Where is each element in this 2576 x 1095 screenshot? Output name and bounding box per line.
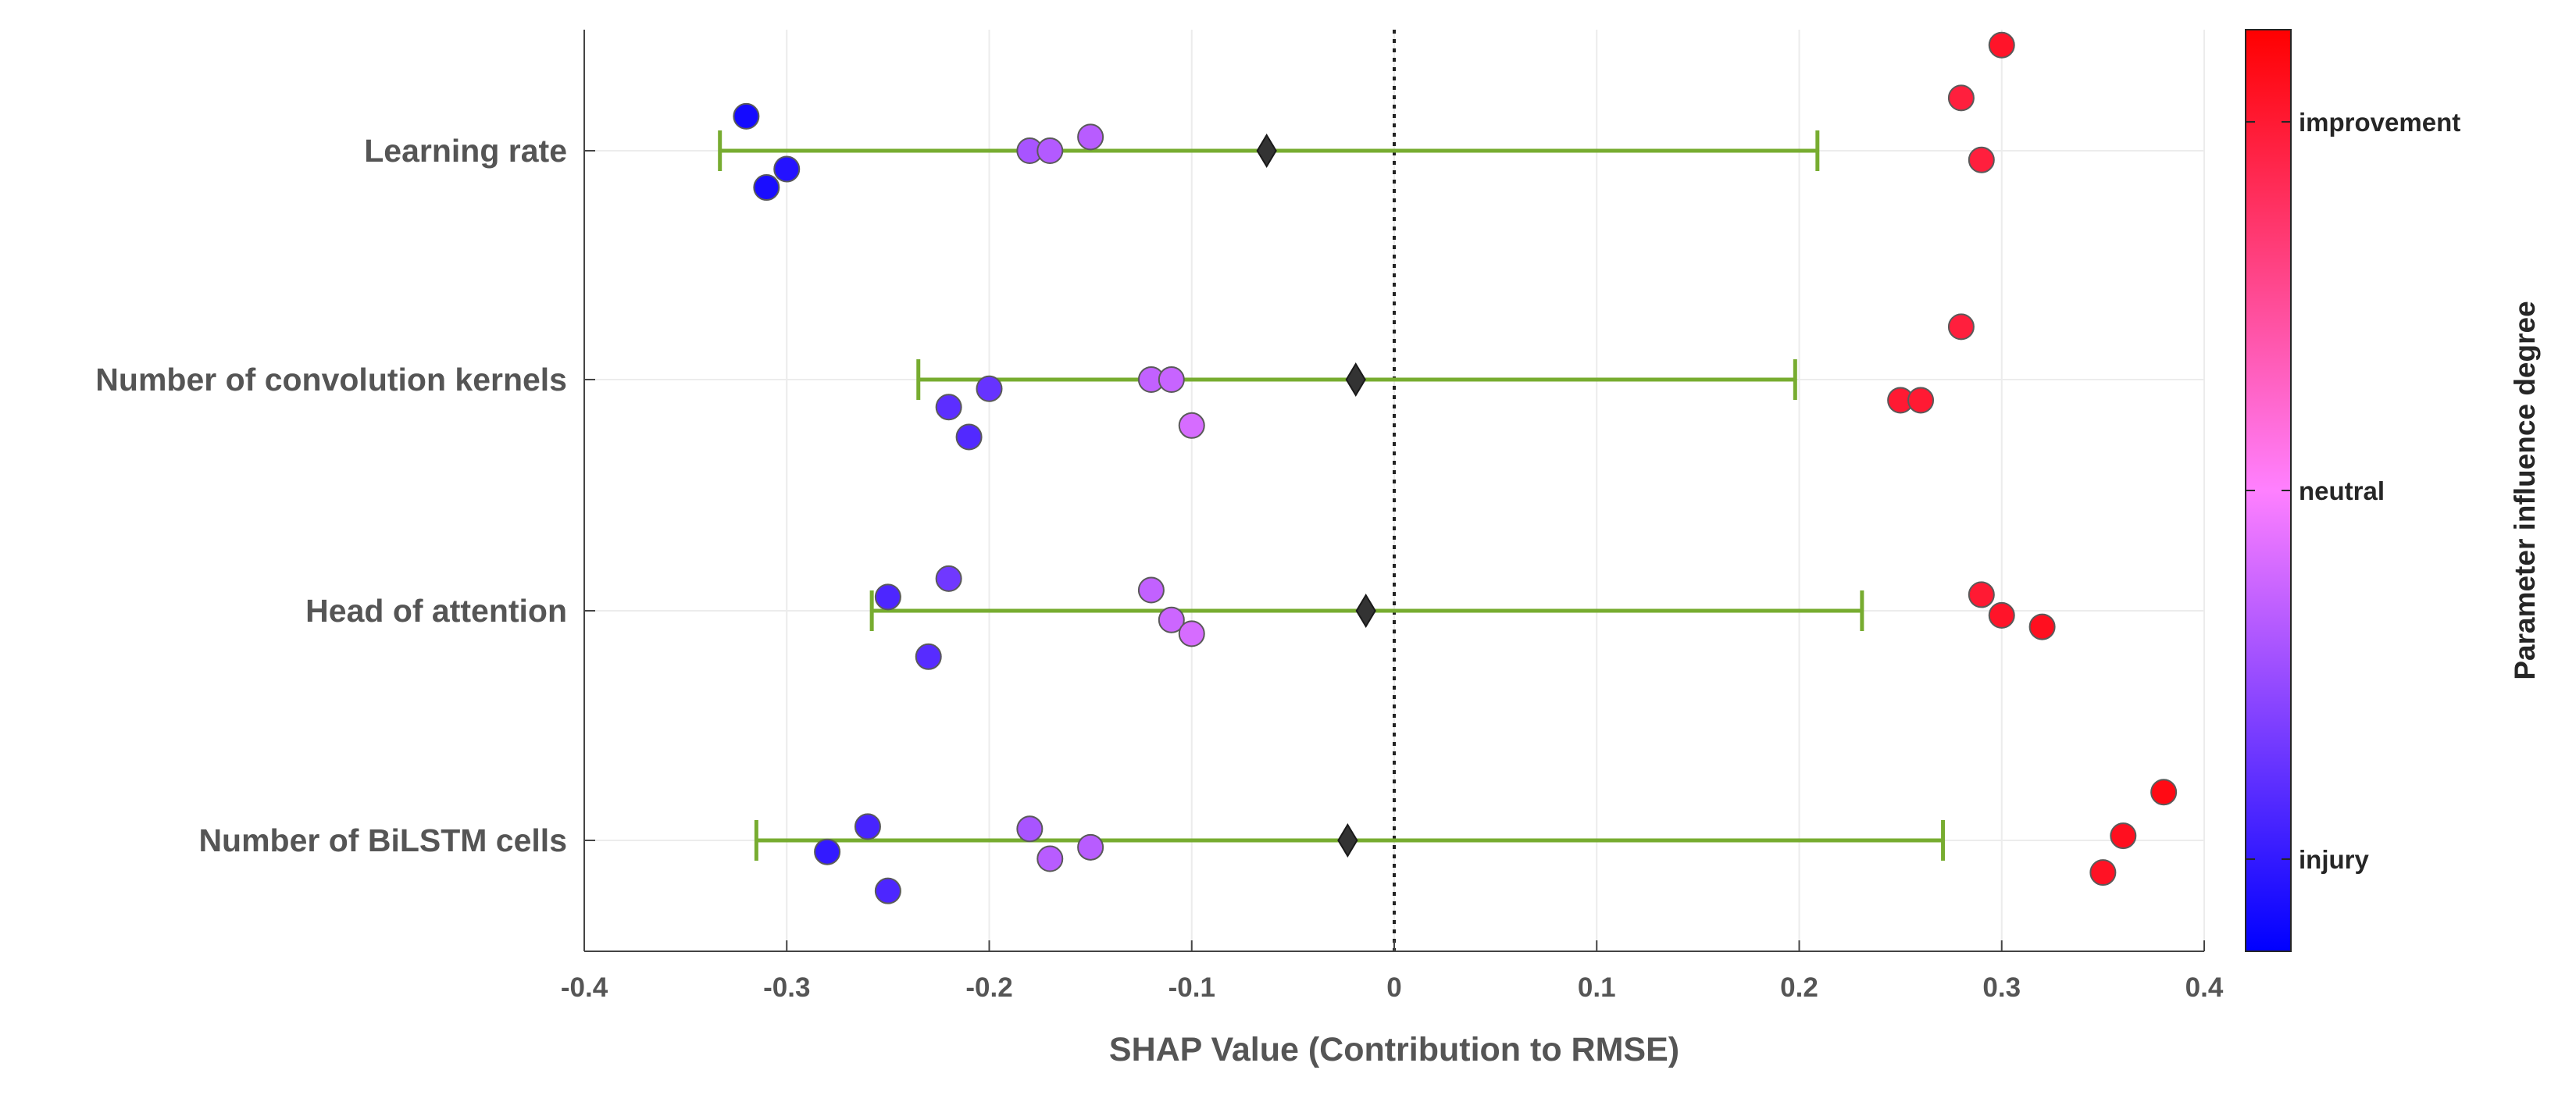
data-point [1036,845,1064,872]
data-point [1158,606,1185,633]
x-tick-label: 0.1 [1578,972,1616,1003]
data-point [955,423,983,451]
data-point [935,394,962,421]
tick-labels: -0.4 -0.3 -0.2 -0.1 0 0.1 0.2 0.3 0.4 Learning ra… [95,133,2224,1003]
data-point [814,838,841,865]
x-tick-label: -0.2 [965,972,1012,1003]
x-tick-label: -0.4 [561,972,608,1003]
mean-marker [1256,134,1277,168]
category-label: Number of convolution kernels [95,362,567,398]
x-tick-label: 0 [1386,972,1401,1003]
data-point [2089,859,2117,886]
colorbar: injury neutral improvement Parameter influ… [2245,29,2541,952]
data-point [1947,313,1975,341]
x-tick-label: 0.3 [1982,972,2021,1003]
category-label: Number of BiLSTM cells [198,822,567,858]
colorbar-tick-label: improvement [2299,108,2460,137]
data-point [773,155,801,183]
data-point [1178,412,1205,439]
mean-marker [1355,594,1376,628]
data-point [1988,31,2015,59]
error-bars [718,130,1946,861]
colorbar-tick-label: injury [2299,845,2369,874]
category-label: Head of attention [305,593,567,629]
axes [583,30,2205,952]
colorbar-ticks: injury neutral improvement [2246,108,2460,874]
data-point [2150,779,2178,806]
data-point [1036,137,1064,164]
data-point [2110,822,2137,850]
data-point [976,375,1003,402]
data-point [733,102,760,130]
x-tick-label: -0.3 [763,972,810,1003]
data-point [1158,366,1185,393]
category-label: Learning rate [364,133,567,169]
mean-markers [1256,134,1376,858]
data-point [753,174,780,202]
data-point [874,877,901,904]
data-point [1077,833,1104,861]
colorbar-title: Parameter influence degree [2509,301,2541,679]
mean-marker [1345,362,1366,397]
data-point [854,813,881,840]
colorbar-tick-label: neutral [2299,476,2385,505]
data-point [1907,387,1935,414]
data-point [1016,815,1044,843]
data-point [1178,620,1205,647]
mean-marker [1337,823,1358,858]
x-tick-label: -0.1 [1168,972,1215,1003]
x-tick-label: 0.4 [2185,972,2224,1003]
data-point [1947,84,1975,112]
data-point [2028,613,2056,640]
data-point [1968,146,1995,173]
data-point [1077,123,1104,151]
data-point [935,565,962,592]
data-point [1988,601,2015,629]
x-axis-title: SHAP Value (Contribution to RMSE) [1109,1031,1679,1068]
data-point [1968,581,1995,608]
data-point [874,583,901,611]
x-tick-label: 0.2 [1780,972,1818,1003]
data-point [1137,576,1165,604]
data-points [733,31,2178,904]
data-point [915,643,942,670]
